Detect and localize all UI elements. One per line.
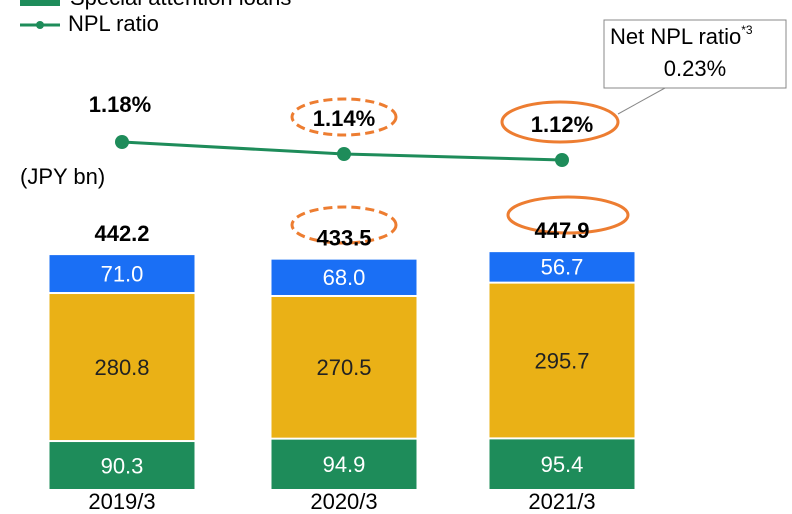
highlight: [290, 205, 398, 245]
highlight: [506, 195, 630, 235]
callout-title-text: Net NPL ratio: [610, 24, 741, 49]
data-label: 295.7: [534, 348, 589, 373]
total-label: 442.2: [94, 221, 149, 246]
total-label: 433.5: [316, 225, 371, 250]
callout-value: 0.23%: [664, 56, 726, 81]
bar-segment: [489, 283, 635, 438]
data-label: 95.4: [541, 452, 584, 477]
total-label: 447.9: [534, 218, 589, 243]
bar-segment: [271, 259, 417, 295]
highlight: [500, 100, 620, 144]
legend-label: Special attention loans: [70, 0, 291, 10]
bar-segment: [49, 442, 195, 489]
data-label: 71.0: [101, 261, 144, 286]
x-tick-label: 2020/3: [310, 489, 377, 514]
data-label: 270.5: [316, 355, 371, 380]
data-label: 280.8: [94, 355, 149, 380]
line-marker: [337, 147, 351, 161]
bar-segment: [489, 252, 635, 282]
bar-segment: [49, 294, 195, 441]
highlight: [290, 97, 398, 137]
line-marker: [115, 135, 129, 149]
data-label: 68.0: [323, 265, 366, 290]
callout-title: Net NPL ratio*3: [610, 23, 753, 49]
line-label: 1.12%: [531, 112, 593, 137]
data-label: 94.9: [323, 452, 366, 477]
legend-marker: [36, 21, 44, 29]
callout-line: [617, 87, 666, 115]
bar-segment: [271, 296, 417, 438]
unit-label: (JPY bn): [20, 164, 105, 189]
line-label: 1.18%: [89, 92, 151, 117]
bar-segment: [271, 439, 417, 489]
data-label: 56.7: [541, 255, 584, 280]
data-label: 90.3: [101, 453, 144, 478]
x-tick-label: 2019/3: [88, 489, 155, 514]
line-marker: [555, 153, 569, 167]
bar-segment: [49, 255, 195, 293]
callout-superscript: *3: [741, 23, 753, 37]
legend-label: NPL ratio: [68, 11, 159, 36]
bar-segment: [489, 439, 635, 489]
line-label: 1.14%: [313, 106, 375, 131]
callout-box: [603, 19, 787, 89]
x-tick-label: 2021/3: [528, 489, 595, 514]
legend-swatch: [20, 0, 60, 6]
